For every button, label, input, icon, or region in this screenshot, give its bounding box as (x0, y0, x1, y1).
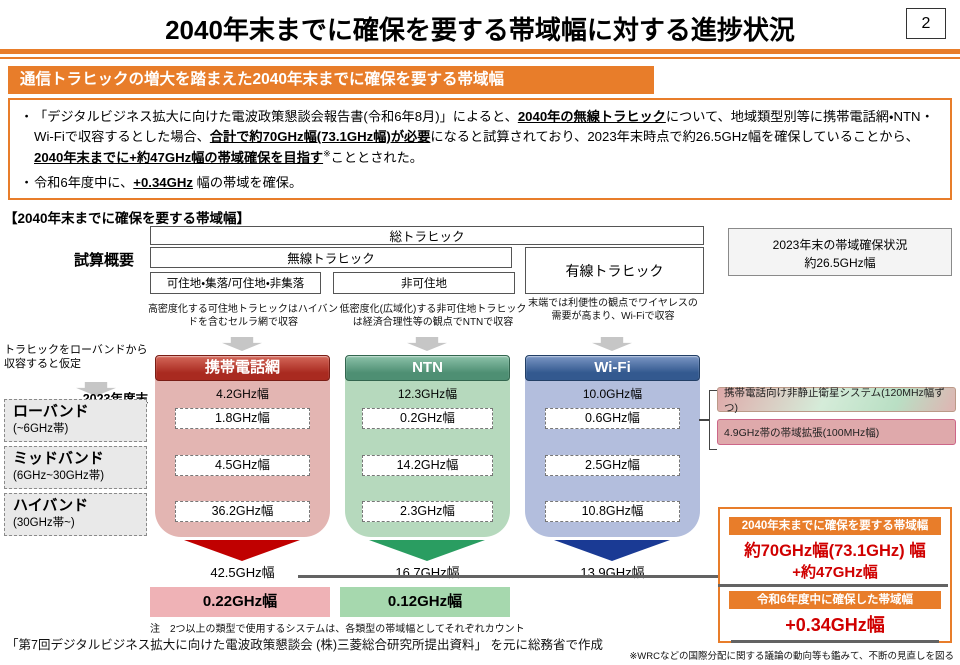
value-high-wifi: 10.8GHz幅 (545, 501, 680, 522)
column-header-cellular: 携帯電話網 (155, 355, 330, 381)
bullet1-text: 「デジタルビジネス拡大に向けた電波政策懇談会報告書(令和6年8月)」によると、2… (34, 109, 934, 165)
total-arrow-ntn-icon (369, 540, 485, 561)
value-mid-ntn: 14.2GHz幅 (362, 455, 493, 476)
fy2023-value-cellular: 4.2GHz幅 (216, 387, 269, 401)
habitable-box: 可住地・集落/可住地・非集落 (150, 272, 321, 294)
callout-satellite: 携帯電話向け非静止衛星システム(120MHz幅ずつ) (717, 387, 956, 414)
row-label-highband: ハイバンド (30GHz帯~) (4, 493, 147, 536)
goal-value-70ghz: 約70GHz幅(73.1GHz) 幅 (744, 542, 926, 560)
total-traffic-box: 総トラヒック (150, 226, 704, 245)
goal-value-47ghz: +約47GHz幅 (792, 564, 878, 581)
status-2023-box: 2023年末の帯域確保状況 約26.5GHz幅 (728, 228, 952, 276)
callout-bracket (709, 390, 717, 450)
header-divider-thin (0, 57, 960, 59)
header-divider-thick (0, 49, 960, 54)
totals-underline (298, 575, 718, 578)
column-header-ntn: NTN (345, 355, 510, 381)
diagram-section-label: 【2040年末までに確保を要する帯域幅】 (4, 211, 251, 226)
extra-midband-box: 0.12GHz幅 (340, 587, 510, 617)
annotation-wifi: 末端では利便性の観点でワイヤレスの需要が高まり、Wi-Fiで収容 (528, 298, 698, 323)
bullet-icon: ・ (20, 174, 34, 190)
total-wifi: 13.9GHz幅 (580, 565, 645, 580)
status-2023-line1: 2023年末の帯域確保状況 (772, 238, 908, 252)
assumption-label: トラヒックをローバンドから収容すると仮定 (4, 344, 148, 371)
bullet2-text: 令和6年度中に、+0.34GHz 幅の帯域を確保。 (34, 174, 303, 190)
row-label-midband: ミッドバンド (6GHz~30GHz帯) (4, 446, 147, 489)
goal-header-reiwa6: 令和6年度中に確保した帯域幅 (729, 591, 941, 609)
total-arrow-wifi-icon (554, 540, 670, 561)
page-number: 2 (906, 8, 946, 39)
callout-bracket-tick (699, 419, 709, 421)
value-low-wifi: 0.6GHz幅 (545, 408, 680, 429)
goal-header-2040: 2040年末までに確保を要する帯域幅 (729, 517, 941, 535)
section-banner: 通信トラヒックの増大を踏まえた2040年末までに確保を要する帯域幅 (8, 66, 654, 94)
summary-bullet-1: ・ 「デジタルビジネス拡大に向けた電波政策懇談会報告書(令和6年8月)」によると… (20, 107, 940, 168)
total-arrow-cellular-icon (184, 540, 300, 561)
value-low-ntn: 0.2GHz幅 (362, 408, 493, 429)
total-ntn: 16.7GHz幅 (395, 565, 460, 580)
value-mid-wifi: 2.5GHz幅 (545, 455, 680, 476)
non-habitable-box: 非可住地 (333, 272, 515, 294)
annotation-ntn: 低密度化(広域化)する非可住地トラヒックは経済合理性等の観点でNTNで収容 (339, 304, 527, 329)
row-label-lowband: ローバンド (~6GHz帯) (4, 399, 147, 442)
wired-traffic-box: 有線トラヒック (525, 247, 704, 294)
status-2023-line2: 約26.5GHz幅 (804, 256, 876, 270)
value-high-cellular: 36.2GHz幅 (175, 501, 310, 522)
value-low-cellular: 1.8GHz幅 (175, 408, 310, 429)
count-note: 注 2つ以上の類型で使用するシステムは、各類型の帯域幅としてそれぞれカウント (150, 624, 525, 635)
wrc-footnote: ※WRCなどの国際分配に関する議論の動向等も鑑みて、不断の見直しを図る (629, 651, 954, 662)
goal-panel: 2040年末までに確保を要する帯域幅 約70GHz幅(73.1GHz) 幅 +約… (718, 507, 952, 643)
down-arrow-icon (222, 337, 262, 351)
down-arrow-icon (407, 337, 447, 351)
bullet-icon: ・ (20, 109, 34, 124)
goal-divider (718, 584, 948, 587)
wireless-traffic-box: 無線トラヒック (150, 247, 512, 268)
value-mid-cellular: 4.5GHz幅 (175, 455, 310, 476)
annotation-cellular: 高密度化する可住地トラヒックはハイバンドを含むセルラ網で収容 (147, 304, 339, 329)
page-title: 2040年末までに確保を要する帯域幅に対する進捗状況 (165, 15, 795, 45)
summary-bullet-2: ・ 令和6年度中に、+0.34GHz 幅の帯域を確保。 (20, 173, 940, 193)
goal-divider (731, 640, 939, 643)
callout-49ghz: 4.9GHz帯の帯域拡張(100MHz幅) (717, 419, 956, 445)
fy2023-value-ntn: 12.3GHz幅 (397, 387, 458, 401)
overview-label: 試算概要 (74, 252, 135, 269)
fy2023-value-wifi: 10.0GHz幅 (582, 387, 643, 401)
summary-box: ・ 「デジタルビジネス拡大に向けた電波政策懇談会報告書(令和6年8月)」によると… (8, 98, 952, 200)
goal-value-034ghz: +0.34GHz幅 (785, 615, 885, 635)
value-high-ntn: 2.3GHz幅 (362, 501, 493, 522)
total-cellular: 42.5GHz幅 (210, 565, 275, 580)
source-credit: 「第7回デジタルビジネス拡大に向けた電波政策懇談会 (株)三菱総合研究所提出資料… (6, 638, 603, 652)
column-header-wifi: Wi-Fi (525, 355, 700, 381)
extra-lowband-box: 0.22GHz幅 (150, 587, 330, 617)
down-arrow-icon (592, 337, 632, 351)
